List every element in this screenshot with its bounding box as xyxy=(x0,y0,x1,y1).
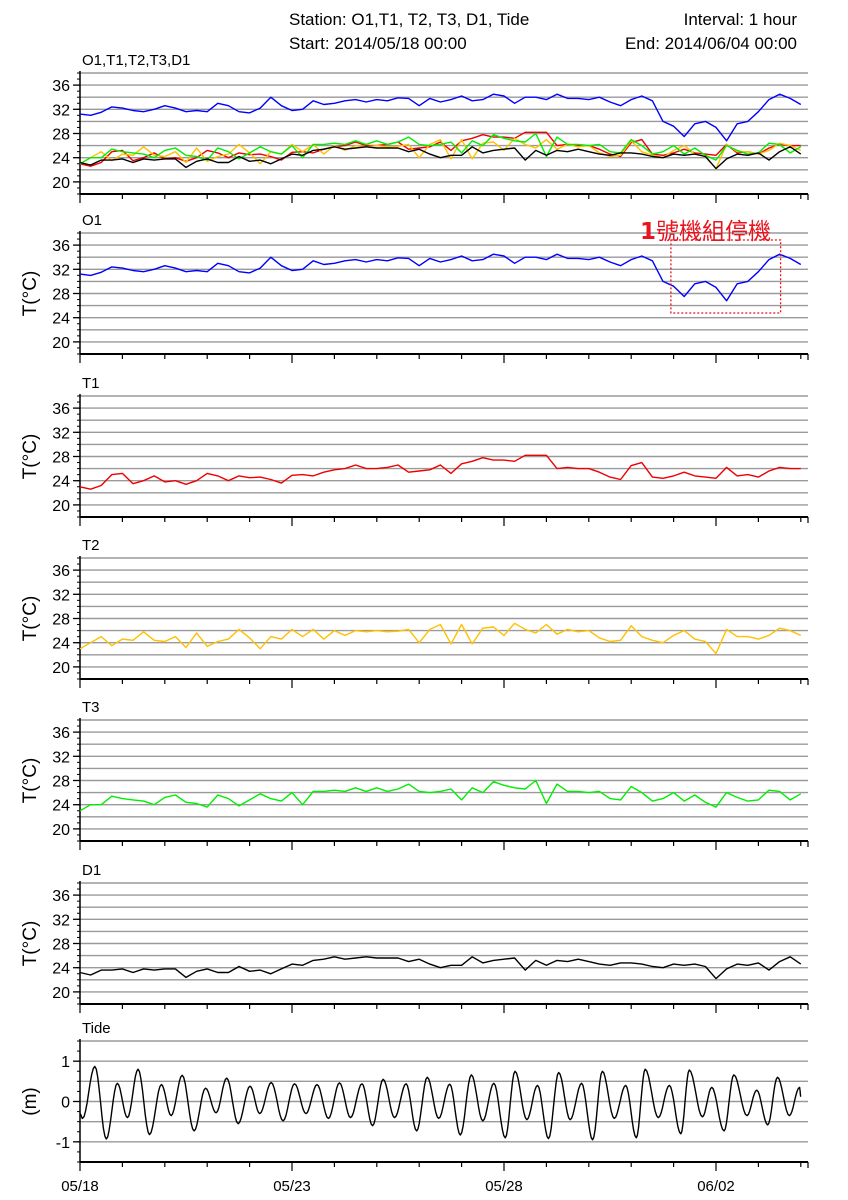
panel-title: D1 xyxy=(82,862,101,879)
station-label: Station: O1,T1, T2, T3, D1, Tide xyxy=(289,10,530,29)
series-line-tide xyxy=(79,1065,802,1141)
y-tick-label: 24 xyxy=(52,151,70,168)
y-tick-label: 20 xyxy=(52,175,70,192)
y-tick-label: 36 xyxy=(52,725,70,742)
y-tick-label: 1 xyxy=(61,1054,70,1071)
panel-o1: 36 32 28 24 20 O1 T(°C) xyxy=(20,212,809,363)
y-tick-label: 20 xyxy=(52,335,70,352)
panel-title: T3 xyxy=(82,699,100,716)
interval-label: Interval: 1 hour xyxy=(683,10,797,29)
panel-t3: 36 32 28 24 20 T3 T(°C) xyxy=(20,699,809,850)
shutdown-box xyxy=(670,239,782,314)
panel-title: O1 xyxy=(82,212,102,229)
y-tick-label: 0 xyxy=(61,1095,70,1112)
series-line-t3 xyxy=(79,132,802,165)
end-label: End: 2014/06/04 00:00 xyxy=(624,34,797,53)
x-tick-label: 05/18 xyxy=(61,1178,99,1195)
y-tick-label: 36 xyxy=(52,888,70,905)
y-axis-label: T(°C) xyxy=(20,271,41,317)
panel-title: T2 xyxy=(82,537,100,554)
panel-t2: 36 32 28 24 20 T2 T(°C) xyxy=(20,537,809,688)
y-tick-label: 20 xyxy=(52,985,70,1002)
start-label: Start: 2014/05/18 00:00 xyxy=(289,34,467,53)
x-tick-label: 05/23 xyxy=(273,1178,311,1195)
x-tick-label: 06/02 xyxy=(697,1178,735,1195)
y-tick-label: 28 xyxy=(52,450,70,467)
y-tick-label: 24 xyxy=(52,798,70,815)
y-tick-label: 28 xyxy=(52,612,70,629)
panel-t1: 36 32 28 24 20 T1 T(°C) xyxy=(20,375,809,526)
y-tick-label: 36 xyxy=(52,563,70,580)
panel-title: Tide xyxy=(82,1020,111,1037)
y-tick-label: 20 xyxy=(52,660,70,677)
y-tick-label: 36 xyxy=(52,238,70,255)
y-tick-label: 32 xyxy=(52,749,70,766)
x-tick-label: 05/28 xyxy=(485,1178,523,1195)
y-axis-label: T(°C) xyxy=(20,758,41,804)
y-tick-label: 36 xyxy=(52,78,70,95)
y-tick-label: 28 xyxy=(52,774,70,791)
y-tick-label: 32 xyxy=(52,912,70,929)
y-axis-label: T(°C) xyxy=(20,921,41,967)
y-tick-label: 24 xyxy=(52,636,70,653)
panel-tide: 1 0 -1 Tide (m) 05/18 05/23 05/28 06/02 xyxy=(20,1020,809,1195)
y-tick-label: 20 xyxy=(52,498,70,515)
y-axis-label: T(°C) xyxy=(20,596,41,642)
shutdown-annotation: 1號機組停機 xyxy=(640,212,771,246)
series-line-t2 xyxy=(79,622,802,655)
y-tick-label: 24 xyxy=(52,961,70,978)
y-tick-label: 28 xyxy=(52,937,70,954)
panel-title: T1 xyxy=(82,375,100,392)
y-tick-label: 28 xyxy=(52,127,70,144)
annotation-number: 1 xyxy=(640,219,657,245)
y-tick-label: 32 xyxy=(52,262,70,279)
y-axis-label: (m) xyxy=(20,1087,41,1115)
y-tick-label: 32 xyxy=(52,425,70,442)
panel-o1-t1-t2-t3-d1: 36 32 28 24 20 O1,T1,T2,T3,D1 xyxy=(52,52,809,203)
y-tick-label: 36 xyxy=(52,401,70,418)
y-tick-label: 32 xyxy=(52,587,70,604)
y-tick-label: 24 xyxy=(52,311,70,328)
y-tick-label: 28 xyxy=(52,287,70,304)
series-line-t1 xyxy=(79,454,801,490)
series-line-o1 xyxy=(79,253,802,302)
series-line-d1 xyxy=(79,956,802,980)
y-tick-label: 20 xyxy=(52,822,70,839)
panel-title: O1,T1,T2,T3,D1 xyxy=(82,52,190,69)
y-tick-label: 24 xyxy=(52,474,70,491)
series-line-o1 xyxy=(79,93,802,142)
panel-d1: 36 32 28 24 20 D1 T(°C) xyxy=(20,862,809,1013)
series-line-t2 xyxy=(79,137,802,170)
series-line-t3 xyxy=(79,779,802,812)
annotation-text: 號機組停機 xyxy=(656,219,772,245)
y-tick-label: -1 xyxy=(56,1135,70,1152)
y-axis-label: T(°C) xyxy=(20,434,41,480)
series-line-d1 xyxy=(79,146,802,170)
y-tick-label: 32 xyxy=(52,102,70,119)
